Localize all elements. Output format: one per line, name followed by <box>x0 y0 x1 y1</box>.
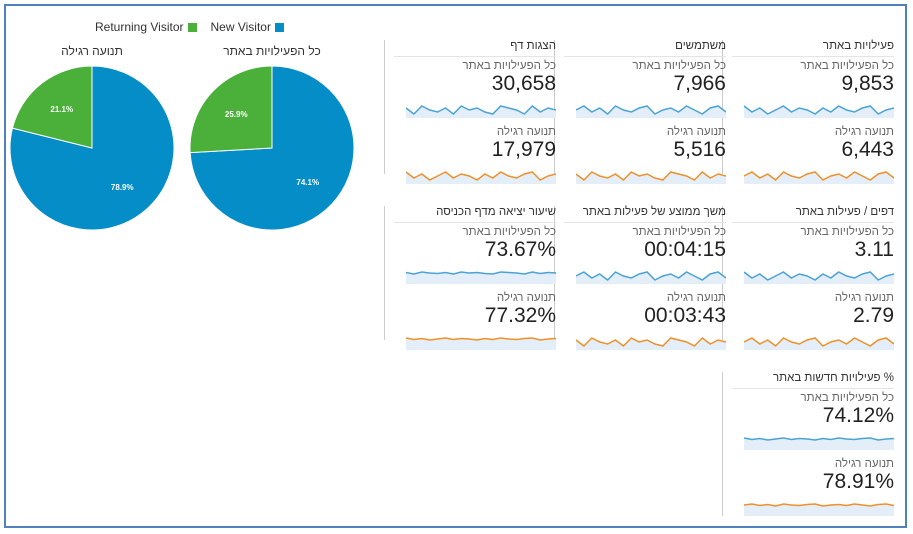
segment-label-all: כל הפעילויות באתר <box>732 226 894 238</box>
sparkline-all <box>744 430 894 450</box>
metric-name: פעילויות באתר <box>732 40 894 57</box>
sparkline-all <box>406 98 556 118</box>
segment-label-regular: תנועה רגילה <box>564 292 726 304</box>
pie-chart-all[interactable]: 74.1% 25.9% <box>186 30 356 230</box>
sparkline-regular <box>744 496 894 516</box>
metric-value-regular: 17,979 <box>394 138 556 161</box>
sparkline-all <box>744 264 894 284</box>
sparkline-all <box>744 98 894 118</box>
segment-label-regular: תנועה רגילה <box>564 126 726 138</box>
segment-label-all: כל הפעילויות באתר <box>732 60 894 72</box>
pie-label-new: 78.9% <box>111 183 134 192</box>
metric-card[interactable]: דפים / פעילות באתר כל הפעילויות באתר 3.11 ת… <box>732 206 894 350</box>
sparkline-all <box>576 98 726 118</box>
metric-value-regular: 6,443 <box>732 138 894 161</box>
metric-name: % פעילויות חדשות באתר <box>732 372 894 389</box>
pie-label-new: 74.1% <box>296 178 319 187</box>
segment-label-regular: תנועה רגילה <box>732 458 894 470</box>
card-divider <box>722 372 723 516</box>
metric-card[interactable]: % פעילויות חדשות באתר כל הפעילויות באתר 74… <box>732 372 894 516</box>
segment-label-all: כל הפעילויות באתר <box>564 226 726 238</box>
sparkline-regular <box>406 330 556 350</box>
metric-value-all: 30,658 <box>394 72 556 95</box>
sparkline-area <box>406 272 556 284</box>
sparkline-regular <box>744 330 894 350</box>
sparkline-regular <box>576 330 726 350</box>
metric-value-regular: 5,516 <box>564 138 726 161</box>
sparkline-all <box>576 264 726 284</box>
metric-name: משתמשים <box>564 40 726 57</box>
segment-label-all: כל הפעילויות באתר <box>564 60 726 72</box>
metric-value-regular: 78.91% <box>732 470 894 493</box>
metric-value-regular: 00:03:43 <box>564 304 726 327</box>
segment-label-regular: תנועה רגילה <box>732 126 894 138</box>
metric-name: דפים / פעילות באתר <box>732 206 894 223</box>
metric-value-all: 3.11 <box>732 238 894 261</box>
metric-value-regular: 2.79 <box>732 304 894 327</box>
sparkline-regular <box>576 164 726 184</box>
metric-name: הצגות דף <box>394 40 556 57</box>
sparkline-regular <box>406 164 556 184</box>
metric-card[interactable]: משתמשים כל הפעילויות באתר 7,966 תנועה רגילה… <box>564 40 726 184</box>
card-divider <box>384 206 385 340</box>
segment-label-regular: תנועה רגילה <box>394 292 556 304</box>
metric-card[interactable]: שיעור יציאה מדף הכניסה כל הפעילויות באתר 7… <box>394 206 556 350</box>
sparkline-all <box>406 264 556 284</box>
segment-label-all: כל הפעילויות באתר <box>394 60 556 72</box>
metric-value-all: 7,966 <box>564 72 726 95</box>
metric-name: משך ממוצע של פעילות באתר <box>564 206 726 223</box>
metric-card[interactable]: משך ממוצע של פעילות באתר כל הפעילויות באת… <box>564 206 726 350</box>
segment-label-regular: תנועה רגילה <box>394 126 556 138</box>
pie-chart-regular[interactable]: 78.9% 21.1% <box>6 30 176 230</box>
metric-value-all: 73.67% <box>394 238 556 261</box>
card-divider <box>384 40 385 174</box>
metric-value-all: 9,853 <box>732 72 894 95</box>
metric-value-regular: 77.32% <box>394 304 556 327</box>
metric-card[interactable]: פעילויות באתר כל הפעילויות באתר 9,853 תנועה… <box>732 40 894 184</box>
metric-name: שיעור יציאה מדף הכניסה <box>394 206 556 223</box>
metric-card[interactable]: הצגות דף כל הפעילויות באתר 30,658 תנועה רגי… <box>394 40 556 184</box>
pie-label-returning: 25.9% <box>225 110 248 119</box>
pie-label-returning: 21.1% <box>50 105 73 114</box>
segment-label-all: כל הפעילויות באתר <box>732 392 894 404</box>
segment-label-regular: תנועה רגילה <box>732 292 894 304</box>
metric-value-all: 74.12% <box>732 404 894 427</box>
segment-label-all: כל הפעילויות באתר <box>394 226 556 238</box>
sparkline-regular <box>744 164 894 184</box>
metric-value-all: 00:04:15 <box>564 238 726 261</box>
